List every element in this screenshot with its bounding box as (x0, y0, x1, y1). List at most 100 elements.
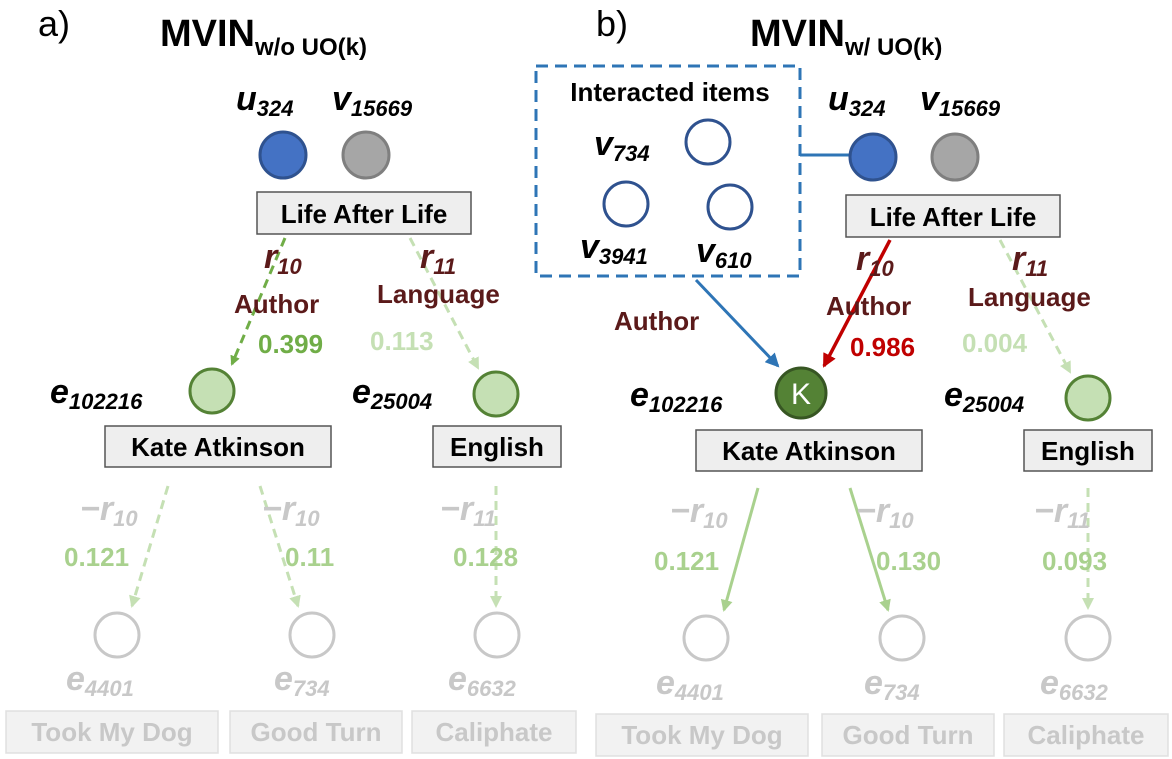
panel-a-lower-rel-1: −r10 (80, 490, 138, 531)
panel-b-entity-language-node (1064, 374, 1112, 422)
interacted-item-3-node (706, 183, 754, 231)
panel-b-lower-weight-1: 0.121 (654, 546, 719, 576)
panel-a-lower-box-1 (5, 710, 219, 754)
panel-b-entity-author-label: Kate Atkinson (722, 436, 896, 466)
panel-a-lower-entity-1: e4401 (66, 660, 134, 701)
panel-a-rel-author-symbol: r10 (264, 238, 302, 279)
panel-b-item-node (930, 132, 980, 182)
panel-b-lower-node-3 (1064, 614, 1112, 662)
panel-b-entity-author-mark: K (791, 378, 811, 411)
panel-a-letter: a) (38, 3, 70, 44)
panel-a-item-label: v15669 (332, 80, 413, 121)
panel-a-lower-box-3 (411, 710, 577, 754)
panel-a-entity-author-node (188, 367, 236, 415)
panel-b-title-sub: w/ UO(k) (844, 34, 942, 61)
panel-a-rel-language-symbol: r11 (420, 238, 456, 279)
panel-a-lower-arrow-1 (129, 485, 170, 608)
panel-b-entity-language-symbol: e25004 (944, 376, 1024, 417)
panel-b-rel-language-name: Language (968, 282, 1091, 312)
panel-a-entity-author-box (104, 425, 332, 468)
panel-b-entity-author-symbol: e102216 (630, 376, 723, 417)
panel-b: b) MVINw/ UO(k) Interacted items v734 v3… (534, 3, 1169, 757)
interacted-items-box (534, 64, 802, 278)
panel-a-lower-weight-3: 0.128 (453, 542, 518, 572)
panel-a-entity-language-symbol: e25004 (352, 373, 432, 414)
panel-a-lower-label-3: Caliphate (435, 717, 552, 747)
panel-a-rel-author-weight: 0.399 (258, 329, 323, 359)
panel-b-lower-entity-1: e4401 (656, 664, 724, 705)
panel-a-lower-weight-2: 0.11 (285, 542, 334, 572)
panel-b-item-label: v15669 (920, 80, 1001, 121)
panel-b-lower-label-1: Took My Dog (621, 720, 782, 750)
interacted-item-2-label: v3941 (580, 228, 648, 269)
panel-b-book-box (845, 194, 1061, 238)
panel-b-lower-rel-1: −r10 (670, 492, 728, 533)
panel-b-entity-author-box (695, 429, 923, 472)
panel-b-lower-node-2 (878, 614, 926, 662)
panel-b-lower-entity-2: e734 (864, 664, 920, 705)
panel-a-item-node (341, 130, 391, 180)
panel-b-lower-box-1 (595, 713, 809, 757)
panel-a-entity-author-label: Kate Atkinson (131, 432, 305, 462)
panel-b-rel-author-symbol: r10 (856, 240, 894, 281)
interacted-items-title: Interacted items (570, 77, 769, 107)
panel-b-user-label: u324 (828, 80, 886, 121)
panel-a-lower-label-2: Good Turn (251, 717, 382, 747)
panel-a-rel-language-name: Language (377, 279, 500, 309)
interacted-item-3-label: v610 (696, 232, 752, 273)
panel-a-lower-rel-3: −r11 (440, 490, 496, 531)
panel-b-user-node (848, 132, 898, 182)
panel-b-lower-box-3 (1003, 713, 1169, 757)
interacted-item-1-node (684, 118, 732, 166)
panel-a-lower-label-1: Took My Dog (31, 717, 192, 747)
panel-a-lower-node-3 (473, 611, 521, 659)
panel-b-rel-language-symbol: r11 (1012, 240, 1048, 281)
panel-b-title: MVINw/ UO(k) (750, 13, 942, 61)
panel-a-entity-language-node (472, 370, 520, 418)
panel-a-entity-language-box (432, 425, 562, 468)
panel-b-letter: b) (596, 3, 628, 44)
panel-a-entity-language-label: English (450, 432, 544, 462)
panel-b-lower-arrow-2 (848, 487, 891, 612)
panel-a-book-label: Life After Life (281, 199, 448, 229)
panel-b-lower-weight-3: 0.093 (1042, 546, 1107, 576)
panel-b-lower-box-2 (821, 713, 995, 757)
interacted-author-arrow (694, 278, 780, 368)
panel-a-author-arrow (230, 237, 287, 366)
panel-a: a) MVINw/o UO(k) u324 v15669 Life After … (5, 3, 577, 754)
panel-b-lower-weight-2: 0.130 (876, 546, 941, 576)
panel-a-lower-node-2 (288, 611, 336, 659)
panel-b-entity-language-label: English (1041, 436, 1135, 466)
panel-a-lower-weight-1: 0.121 (64, 542, 129, 572)
panel-a-lower-arrow-2 (258, 485, 301, 608)
panel-b-lower-label-3: Caliphate (1027, 720, 1144, 750)
panel-a-rel-author-name: Author (234, 289, 319, 319)
panel-a-lower-box-2 (229, 710, 403, 754)
interacted-item-1-label: v734 (594, 125, 650, 166)
panel-b-language-arrow (998, 239, 1072, 374)
panel-a-language-arrow (408, 237, 480, 370)
panel-b-rel-author-weight: 0.986 (850, 332, 915, 362)
panel-a-lower-rel-2: −r10 (262, 490, 320, 531)
panel-b-rel-author-name: Author (826, 291, 911, 321)
panel-a-lower-entity-3: e6632 (448, 660, 517, 701)
panel-b-lower-entity-3: e6632 (1040, 664, 1109, 705)
panel-a-entity-author-symbol: e102216 (50, 373, 143, 414)
panel-a-user-node (258, 130, 308, 180)
panel-b-author-arrow (822, 239, 892, 368)
panel-a-title-main: MVIN (160, 13, 255, 55)
panel-b-lower-rel-2: −r10 (856, 492, 914, 533)
panel-a-lower-entity-2: e734 (274, 660, 330, 701)
panel-a-title-sub: w/o UO(k) (254, 34, 367, 61)
panel-a-user-label: u324 (236, 80, 294, 121)
panel-b-title-main: MVIN (750, 13, 845, 55)
panel-b-lower-label-2: Good Turn (843, 720, 974, 750)
panel-a-lower-node-1 (93, 611, 141, 659)
panel-a-title: MVINw/o UO(k) (160, 13, 367, 61)
panel-b-entity-language-box (1023, 429, 1153, 472)
panel-a-book-box (256, 191, 472, 235)
panel-b-book-label: Life After Life (870, 202, 1037, 232)
panel-b-lower-node-1 (682, 614, 730, 662)
interacted-relation-label: Author (614, 306, 699, 336)
